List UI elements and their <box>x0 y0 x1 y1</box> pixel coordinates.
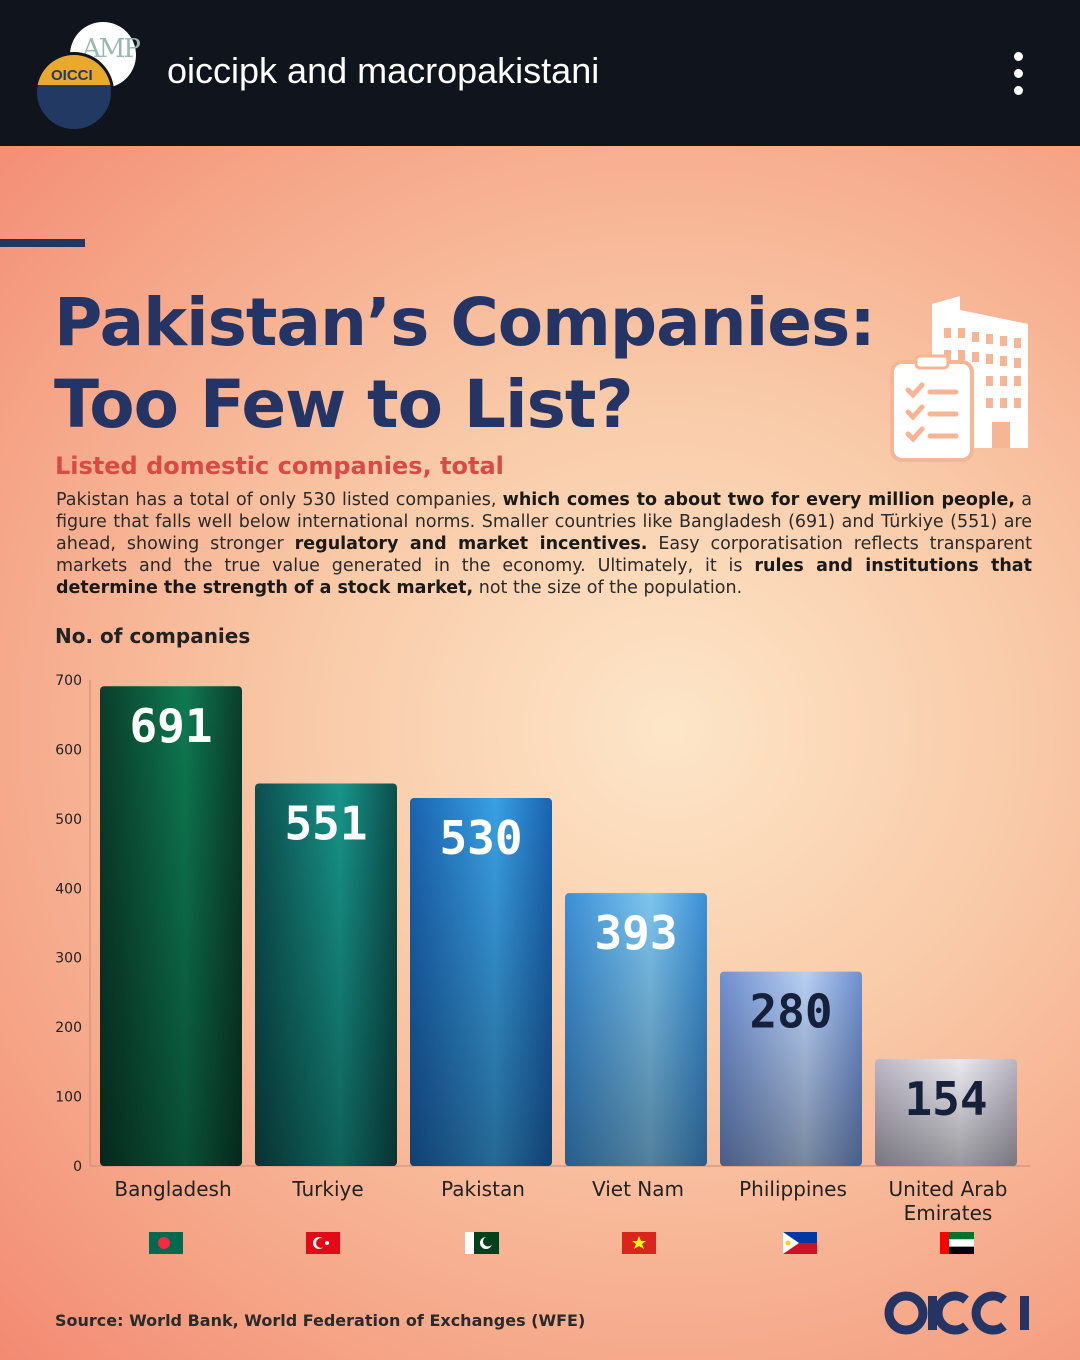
philippines-flag-icon <box>783 1232 817 1254</box>
source-note: Source: World Bank, World Federation of … <box>55 1311 586 1330</box>
bar-value-label: 530 <box>439 811 522 865</box>
bar-chart: 0 100 200 300 400 500 600 700 691 Bangladesh 551 T… <box>55 673 1030 1254</box>
y-tick-label: 700 <box>55 673 82 689</box>
infographic: Pakistan’s Companies: Too Few to List? L… <box>0 146 1080 1360</box>
x-tick-label: United Arab <box>889 1177 1008 1201</box>
bar-shade <box>100 686 242 1166</box>
pakistan-flag-icon <box>465 1232 499 1254</box>
bar-shade <box>565 893 707 1166</box>
bar-value-label: 691 <box>129 699 212 753</box>
oicci-logo <box>884 1288 1034 1351</box>
x-tick-label: Pakistan <box>441 1177 525 1201</box>
y-tick-label: 500 <box>55 812 82 828</box>
x-tick-label: Viet Nam <box>592 1177 684 1201</box>
more-options-icon[interactable] <box>1008 52 1028 96</box>
y-tick-label: 400 <box>55 881 82 897</box>
building-clipboard-icon <box>890 296 1028 462</box>
bangladesh-flag-icon <box>149 1232 183 1254</box>
y-tick-label: 100 <box>55 1090 82 1106</box>
uae-flag-icon <box>940 1232 974 1254</box>
bar-shade <box>720 971 862 1166</box>
avatar-front-text: OICCI <box>51 67 93 84</box>
y-tick-label: 0 <box>73 1159 82 1175</box>
chart-subtitle: Listed domestic companies, total <box>55 452 504 480</box>
x-tick-label: Turkiye <box>291 1177 363 1201</box>
x-tick-label: Bangladesh <box>114 1177 231 1201</box>
title-line-2: Too Few to List? <box>54 366 634 443</box>
avatar-ring <box>37 55 111 85</box>
bar-value-label: 551 <box>284 796 367 850</box>
title-line-1: Pakistan’s Companies: <box>54 284 876 361</box>
bar-value-label: 393 <box>594 906 677 960</box>
bar-shade <box>255 783 397 1166</box>
bar-shade <box>410 798 552 1166</box>
y-tick-label: 200 <box>55 1020 82 1036</box>
y-axis-label: No. of companies <box>55 624 251 648</box>
bar-value-label: 280 <box>749 985 832 1039</box>
bar-value-label: 154 <box>904 1072 987 1126</box>
bar-shade <box>875 1059 1017 1166</box>
page-title: Pakistan’s Companies: Too Few to List? <box>54 282 876 446</box>
viet-nam-flag-icon <box>622 1232 656 1254</box>
post-header: AMP OICCI oiccipk and macropakistani <box>0 0 1080 146</box>
avatar[interactable]: AMP OICCI <box>34 20 144 132</box>
oicci-logo-icon <box>884 1291 1029 1335</box>
bars: 691 Bangladesh 551 Turkiye 530 Pakistan 393 Vie… <box>100 686 1017 1254</box>
y-axis: 0 100 200 300 400 500 600 700 <box>55 673 1030 1175</box>
x-tick-label: Philippines <box>739 1177 847 1201</box>
turkiye-flag-icon <box>306 1232 340 1254</box>
x-tick-label: Emirates <box>904 1201 993 1225</box>
description: Pakistan has a total of only 530 listed … <box>56 490 1032 598</box>
y-tick-label: 600 <box>55 742 82 758</box>
accent-line <box>0 239 85 247</box>
account-names[interactable]: oiccipk and macropakistani <box>167 50 600 91</box>
y-tick-label: 300 <box>55 951 82 967</box>
oicci-avatar[interactable]: OICCI <box>34 52 114 132</box>
